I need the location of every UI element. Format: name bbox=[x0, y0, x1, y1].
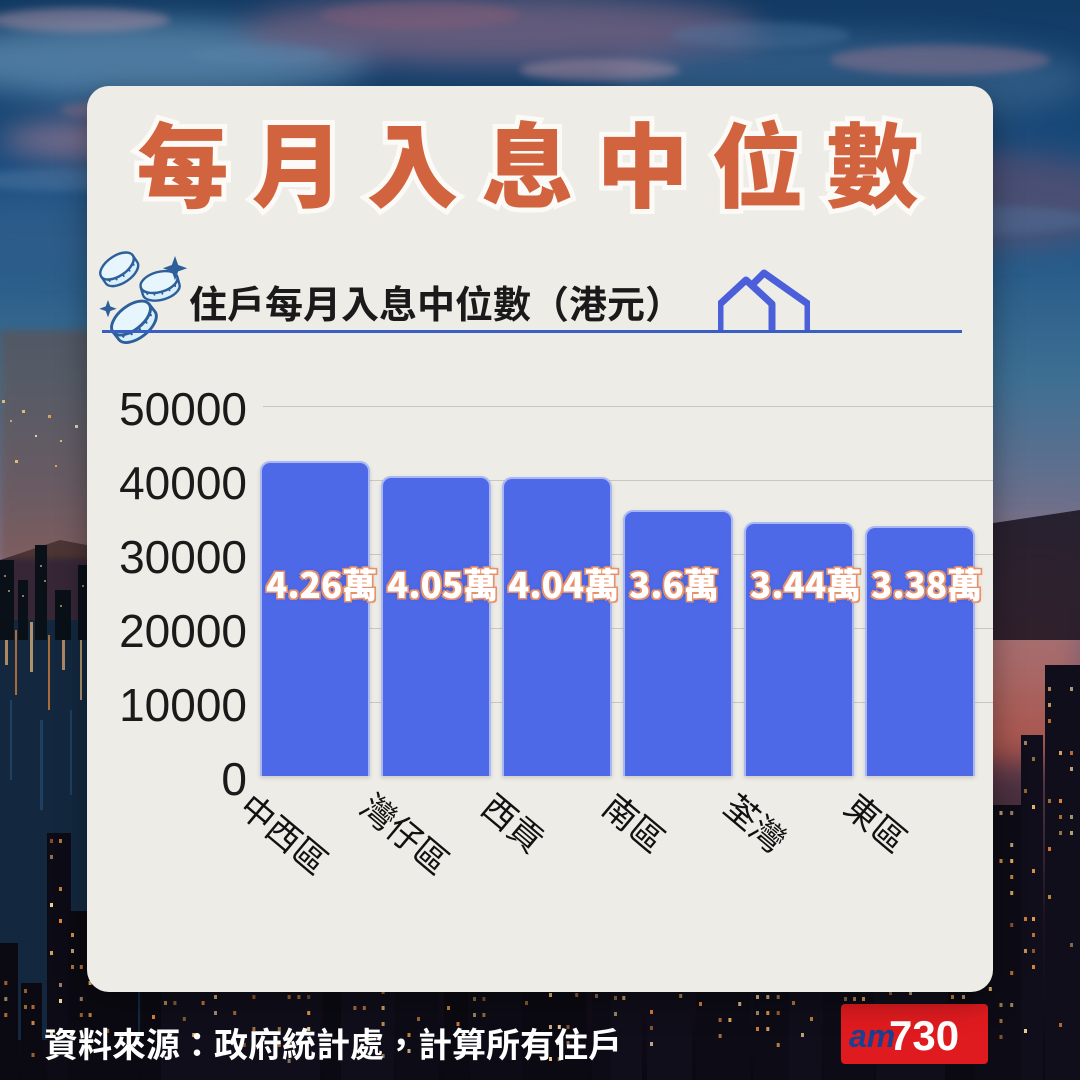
svg-text:730: 730 bbox=[889, 1012, 959, 1059]
